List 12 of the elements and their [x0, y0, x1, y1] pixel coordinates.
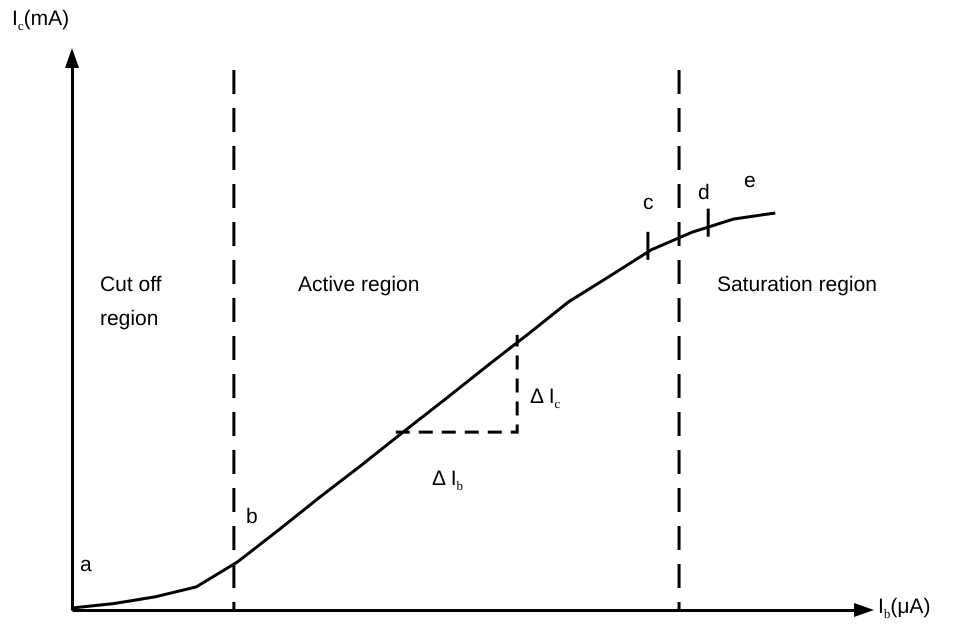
- annotation: Cut off region: [100, 272, 162, 332]
- annotation: Δ I$_{b}$: [432, 466, 464, 496]
- text: I$_{c}$(mA): [12, 6, 70, 36]
- text: e: [744, 168, 756, 194]
- annotation: Saturation region: [717, 272, 877, 298]
- x-axis-title: I$_{b}$(μA): [878, 594, 930, 624]
- annotation: a: [80, 552, 92, 578]
- annotation: Active region: [298, 272, 420, 298]
- annotation: c: [643, 190, 654, 216]
- annotation: b: [246, 504, 258, 530]
- text: d: [698, 180, 710, 206]
- annotation: Δ I$_{c}$: [530, 384, 560, 414]
